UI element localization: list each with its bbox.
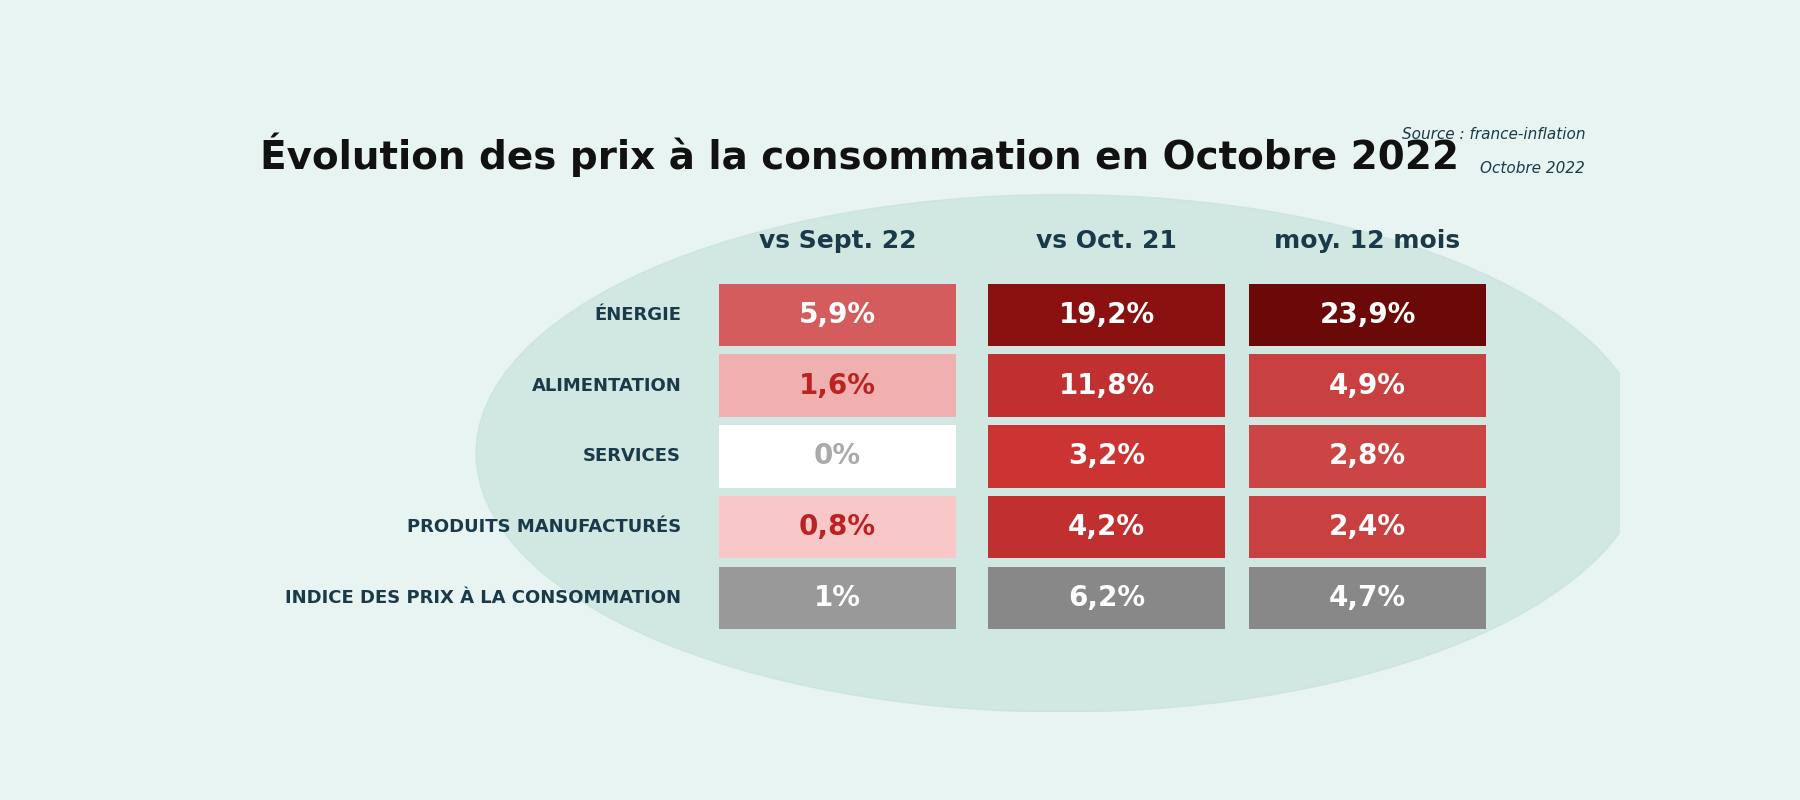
FancyBboxPatch shape: [988, 354, 1226, 417]
FancyBboxPatch shape: [988, 496, 1226, 558]
Text: 0%: 0%: [814, 442, 860, 470]
Text: ÉNERGIE: ÉNERGIE: [594, 306, 680, 324]
FancyBboxPatch shape: [1249, 425, 1487, 487]
Text: 2,8%: 2,8%: [1328, 442, 1406, 470]
Text: 0,8%: 0,8%: [799, 514, 877, 542]
Text: SERVICES: SERVICES: [583, 447, 680, 466]
Text: PRODUITS MANUFACTURÉS: PRODUITS MANUFACTURÉS: [407, 518, 680, 536]
Text: vs Oct. 21: vs Oct. 21: [1037, 229, 1177, 253]
FancyBboxPatch shape: [988, 567, 1226, 630]
Text: 5,9%: 5,9%: [799, 301, 877, 329]
Text: 6,2%: 6,2%: [1067, 584, 1145, 612]
Text: 1%: 1%: [814, 584, 860, 612]
FancyBboxPatch shape: [718, 567, 956, 630]
Text: INDICE DES PRIX À LA CONSOMMATION: INDICE DES PRIX À LA CONSOMMATION: [284, 589, 680, 607]
Text: 3,2%: 3,2%: [1067, 442, 1145, 470]
Text: 4,7%: 4,7%: [1328, 584, 1406, 612]
Text: Source : france-inflation: Source : france-inflation: [1402, 127, 1586, 142]
FancyBboxPatch shape: [988, 425, 1226, 487]
FancyBboxPatch shape: [988, 283, 1226, 346]
Text: 19,2%: 19,2%: [1058, 301, 1156, 329]
Text: 4,9%: 4,9%: [1328, 371, 1406, 399]
FancyBboxPatch shape: [1249, 354, 1487, 417]
FancyBboxPatch shape: [718, 496, 956, 558]
FancyBboxPatch shape: [718, 425, 956, 487]
FancyBboxPatch shape: [1249, 283, 1487, 346]
Text: 2,4%: 2,4%: [1328, 514, 1406, 542]
Text: 11,8%: 11,8%: [1058, 371, 1156, 399]
Text: Octobre 2022: Octobre 2022: [1480, 161, 1586, 176]
FancyBboxPatch shape: [1249, 567, 1487, 630]
FancyBboxPatch shape: [718, 283, 956, 346]
Circle shape: [475, 194, 1649, 712]
Text: 4,2%: 4,2%: [1067, 514, 1145, 542]
FancyBboxPatch shape: [1249, 496, 1487, 558]
Text: Évolution des prix à la consommation en Octobre 2022: Évolution des prix à la consommation en …: [259, 133, 1458, 178]
FancyBboxPatch shape: [718, 354, 956, 417]
Text: vs Sept. 22: vs Sept. 22: [758, 229, 916, 253]
Text: moy. 12 mois: moy. 12 mois: [1274, 229, 1460, 253]
Text: 23,9%: 23,9%: [1319, 301, 1415, 329]
Text: ALIMENTATION: ALIMENTATION: [531, 377, 680, 394]
Text: 1,6%: 1,6%: [799, 371, 877, 399]
